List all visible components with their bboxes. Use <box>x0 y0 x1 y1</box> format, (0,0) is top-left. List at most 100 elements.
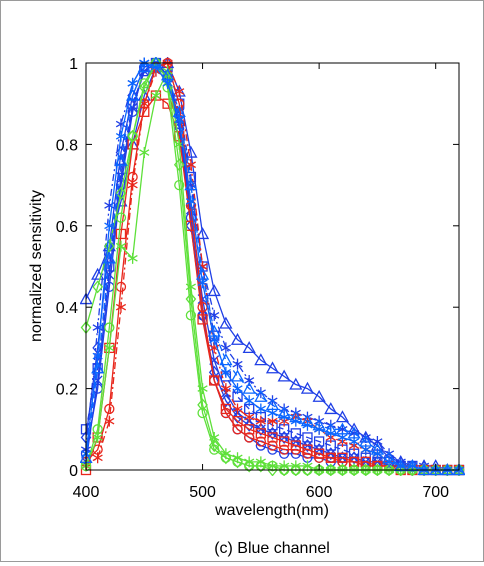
data-point <box>290 428 301 439</box>
data-point <box>337 452 348 463</box>
data-point <box>92 280 103 294</box>
data-point <box>232 403 243 415</box>
data-point <box>91 267 105 280</box>
data-point <box>325 463 337 476</box>
data-point <box>127 89 138 103</box>
data-point <box>254 389 268 402</box>
data-point <box>104 269 115 280</box>
data-point <box>230 332 245 345</box>
data-point <box>232 383 243 395</box>
data-point <box>138 80 150 94</box>
data-point <box>348 451 360 465</box>
data-point <box>197 398 208 412</box>
data-point <box>290 463 302 476</box>
data-point <box>242 341 256 354</box>
data-point <box>290 434 302 449</box>
data-point <box>382 450 396 463</box>
data-point <box>267 432 278 443</box>
data-point <box>195 267 210 280</box>
data-point <box>265 361 280 374</box>
data-point <box>220 366 231 378</box>
data-point <box>267 463 278 476</box>
data-point <box>335 410 350 423</box>
data-point <box>139 147 150 159</box>
y-tick-label: 0.6 <box>56 219 78 236</box>
data-point <box>195 227 210 240</box>
data-point <box>324 422 338 435</box>
x-tick-label: 700 <box>422 484 449 501</box>
ticks-layer: 400 500 600 700 0 0.2 0.4 0.6 0.8 1 <box>56 56 459 501</box>
data-point <box>172 104 186 117</box>
data-point <box>115 228 127 240</box>
data-point <box>312 418 326 431</box>
data-point <box>220 342 231 354</box>
data-point <box>290 440 301 451</box>
data-point <box>127 252 138 264</box>
data-point <box>115 301 127 313</box>
data-point <box>313 448 325 459</box>
data-point <box>102 251 116 264</box>
data-point <box>91 361 105 374</box>
y-tick-label: 0.8 <box>56 137 78 154</box>
data-point <box>115 186 127 200</box>
data-point <box>279 436 290 447</box>
data-point <box>302 432 313 443</box>
data-point <box>335 422 350 435</box>
data-point <box>209 375 220 386</box>
data-point <box>232 455 243 469</box>
y-tick-label: 1 <box>69 56 78 73</box>
data-point <box>359 434 373 447</box>
data-point <box>115 130 127 142</box>
data-point <box>244 432 255 443</box>
data-point <box>325 447 337 461</box>
data-point <box>278 463 290 476</box>
data-point <box>244 424 255 435</box>
data-point <box>104 415 115 427</box>
data-point <box>255 403 266 415</box>
x-tick-label: 500 <box>189 484 216 501</box>
data-point <box>267 440 278 451</box>
data-point <box>184 178 198 191</box>
data-point <box>137 60 151 73</box>
data-point <box>92 424 103 435</box>
data-point <box>312 389 326 402</box>
data-point <box>348 463 360 476</box>
data-point <box>254 353 268 366</box>
data-point <box>114 153 128 166</box>
data-point <box>127 102 138 113</box>
data-point <box>219 316 233 329</box>
data-point <box>220 451 232 465</box>
data-point <box>313 463 325 476</box>
data-point <box>208 439 220 453</box>
data-point <box>126 88 140 101</box>
y-tick-label: 0 <box>69 463 78 480</box>
plot-border <box>85 62 460 471</box>
data-point <box>160 68 175 81</box>
data-point <box>289 377 303 390</box>
data-point <box>162 98 173 109</box>
data-point <box>232 424 243 435</box>
x-tick-label: 600 <box>306 484 333 501</box>
data-point <box>185 292 197 306</box>
data-point <box>127 179 138 191</box>
data-point <box>197 314 208 325</box>
data-point <box>360 463 372 476</box>
data-point <box>300 381 315 394</box>
data-point <box>174 179 185 191</box>
data-point <box>255 459 267 473</box>
data-point <box>127 77 138 89</box>
figure-caption: (c) Blue channel <box>214 540 330 557</box>
data-point <box>242 381 256 394</box>
series-line <box>85 62 459 471</box>
data-point <box>277 369 291 382</box>
data-point <box>337 463 348 476</box>
data-point <box>302 444 313 455</box>
data-point <box>232 358 243 370</box>
data-point <box>255 428 266 439</box>
data-point <box>115 212 127 223</box>
data-point <box>232 416 243 427</box>
data-point <box>370 442 385 455</box>
data-point <box>313 443 325 457</box>
data-point <box>302 463 313 476</box>
